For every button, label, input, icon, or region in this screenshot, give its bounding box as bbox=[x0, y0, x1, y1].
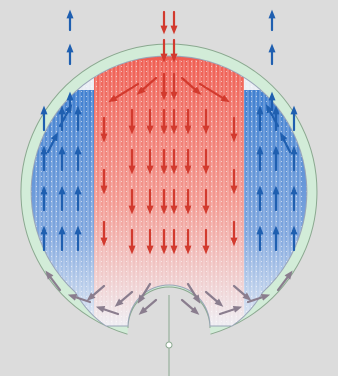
flow-arrow-icon bbox=[232, 284, 252, 301]
flow-arrow-icon bbox=[58, 104, 73, 128]
flow-arrow-icon bbox=[218, 306, 243, 316]
flow-arrow-icon bbox=[204, 290, 224, 307]
flow-arrow-icon bbox=[265, 104, 280, 128]
flow-arrow-icon bbox=[276, 270, 293, 292]
flow-arrow-icon bbox=[198, 82, 230, 103]
flow-arrow-icon bbox=[186, 282, 201, 304]
flow-arrow-icon bbox=[180, 298, 200, 315]
flow-arrow-icon bbox=[136, 76, 158, 95]
flow-arrow-icon bbox=[67, 294, 92, 304]
flow-arrow-icon bbox=[246, 294, 271, 304]
flow-arrow-icon bbox=[46, 132, 58, 154]
flow-arrow-icon bbox=[138, 298, 158, 315]
flow-arrow-icon bbox=[108, 82, 140, 103]
center-point-icon bbox=[165, 341, 173, 349]
flow-arrow-icon bbox=[280, 132, 292, 154]
flow-arrow-icon bbox=[95, 306, 120, 316]
flow-arrow-icon bbox=[180, 76, 202, 95]
flow-arrow-icon bbox=[114, 290, 134, 307]
flow-arrow-icon bbox=[86, 284, 106, 301]
flow-arrows bbox=[40, 9, 298, 316]
flow-arrow-icon bbox=[45, 270, 62, 292]
flow-arrow-icon bbox=[137, 282, 152, 304]
